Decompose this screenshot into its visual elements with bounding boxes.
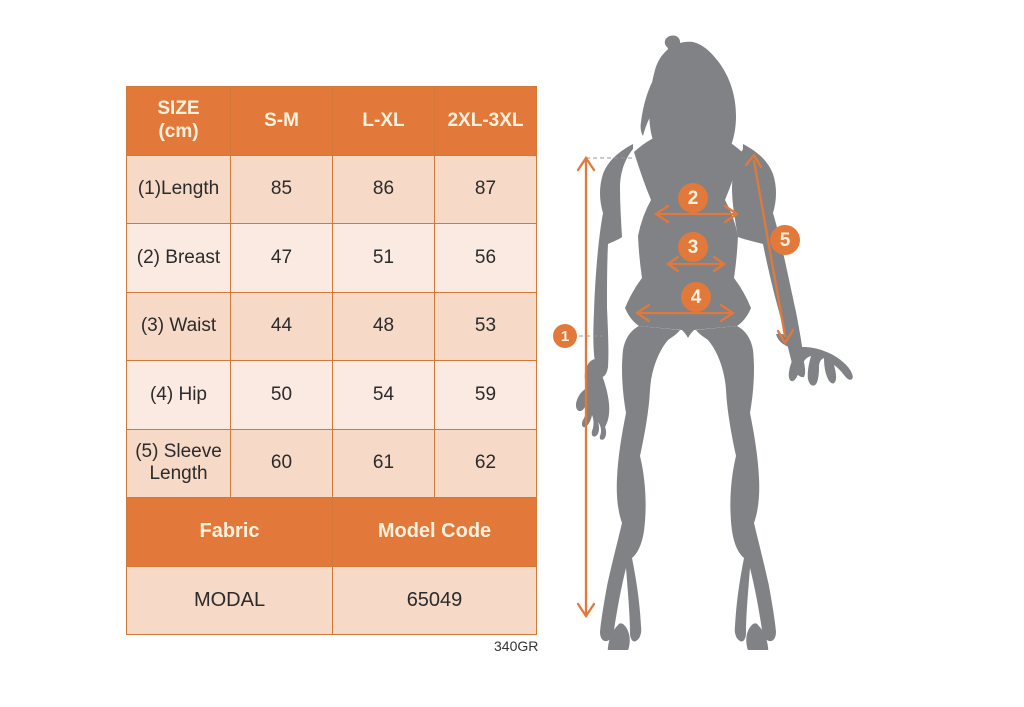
svg-text:1: 1 — [561, 328, 569, 345]
svg-text:5: 5 — [780, 230, 791, 251]
svg-text:4: 4 — [691, 287, 702, 308]
svg-text:2: 2 — [688, 188, 699, 209]
svg-text:3: 3 — [688, 237, 699, 258]
